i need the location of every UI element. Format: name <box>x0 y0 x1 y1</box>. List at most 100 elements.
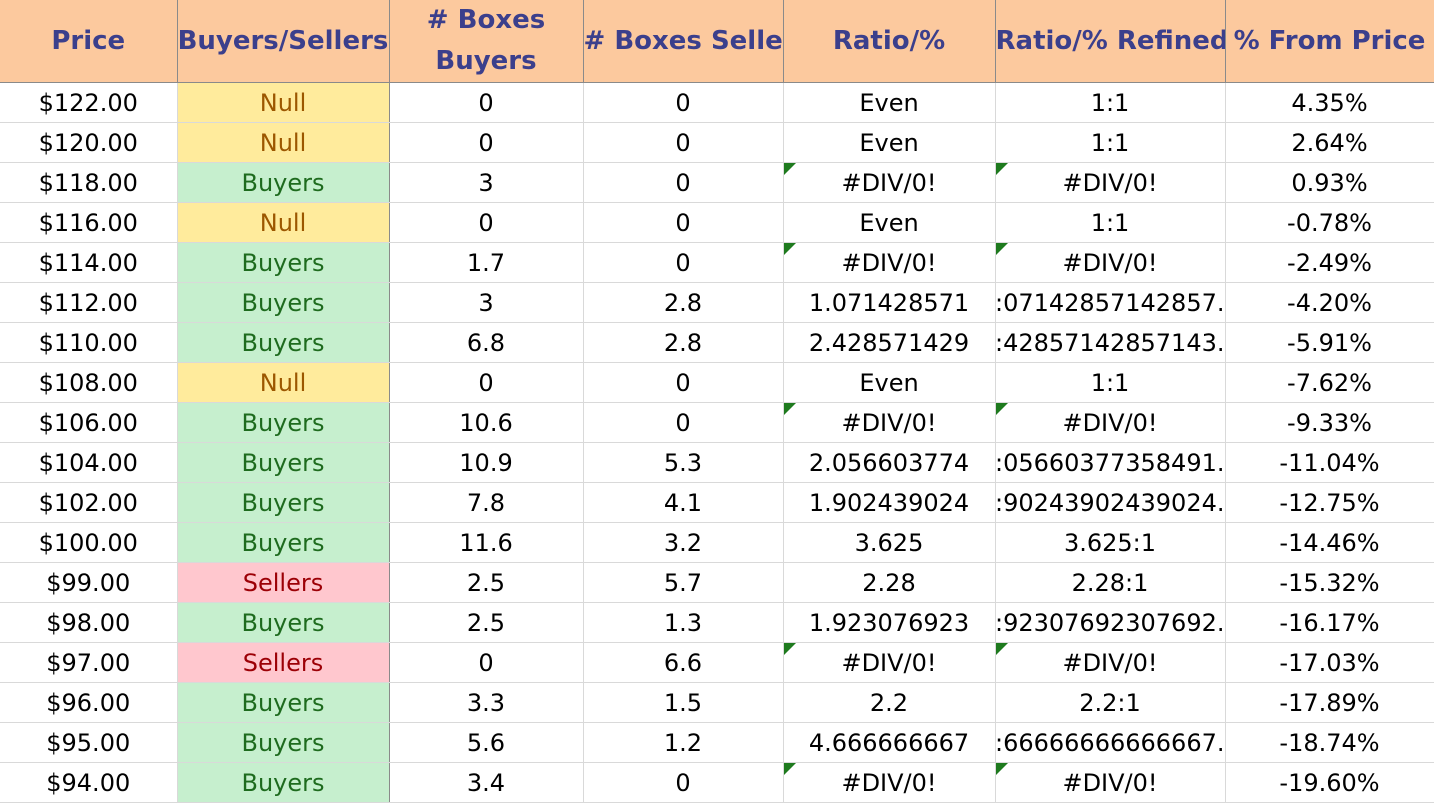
ratio-cell[interactable]: 2.28 <box>783 562 996 603</box>
pct-from-price-cell[interactable]: -4.20% <box>1225 282 1434 323</box>
boxes-buyers-cell[interactable]: 7.8 <box>389 482 584 523</box>
boxes-buyers-cell[interactable]: 11.6 <box>389 522 584 563</box>
ratio-cell[interactable]: 2.428571429 <box>783 322 996 363</box>
ratio-refined-cell[interactable]: 1:1 <box>995 202 1226 243</box>
ratio-cell[interactable]: #DIV/0! <box>783 762 996 803</box>
boxes-sellers-cell[interactable]: 0 <box>583 162 784 203</box>
ratio-refined-cell[interactable]: #DIV/0! <box>995 162 1226 203</box>
buyers-sellers-cell[interactable]: Buyers <box>176 322 390 363</box>
header-pct-from-price[interactable]: % From Price <box>1225 0 1434 83</box>
buyers-sellers-cell[interactable]: Null <box>176 122 390 163</box>
buyers-sellers-cell[interactable]: Sellers <box>176 642 390 683</box>
price-cell[interactable]: $112.00 <box>0 282 178 323</box>
ratio-cell[interactable]: 1.902439024 <box>783 482 996 523</box>
boxes-buyers-cell[interactable]: 0 <box>389 642 584 683</box>
price-cell[interactable]: $116.00 <box>0 202 178 243</box>
boxes-buyers-cell[interactable]: 0 <box>389 202 584 243</box>
boxes-buyers-cell[interactable]: 0 <box>389 82 584 123</box>
boxes-sellers-cell[interactable]: 1.2 <box>583 722 784 763</box>
ratio-refined-cell[interactable]: .66666666666667: <box>995 722 1226 763</box>
price-cell[interactable]: $96.00 <box>0 682 178 723</box>
ratio-cell[interactable]: 2.056603774 <box>783 442 996 483</box>
pct-from-price-cell[interactable]: -17.03% <box>1225 642 1434 683</box>
buyers-sellers-cell[interactable]: Buyers <box>176 442 390 483</box>
ratio-cell[interactable]: Even <box>783 202 996 243</box>
pct-from-price-cell[interactable]: 2.64% <box>1225 122 1434 163</box>
ratio-refined-cell[interactable]: #DIV/0! <box>995 762 1226 803</box>
price-cell[interactable]: $97.00 <box>0 642 178 683</box>
boxes-sellers-cell[interactable]: 3.2 <box>583 522 784 563</box>
ratio-refined-cell[interactable]: 1:1 <box>995 82 1226 123</box>
buyers-sellers-cell[interactable]: Buyers <box>176 402 390 443</box>
buyers-sellers-cell[interactable]: Null <box>176 202 390 243</box>
ratio-refined-cell[interactable]: 1:1 <box>995 122 1226 163</box>
price-cell[interactable]: $114.00 <box>0 242 178 283</box>
boxes-sellers-cell[interactable]: 0 <box>583 82 784 123</box>
ratio-cell[interactable]: 4.666666667 <box>783 722 996 763</box>
ratio-cell[interactable]: Even <box>783 122 996 163</box>
buyers-sellers-cell[interactable]: Buyers <box>176 682 390 723</box>
boxes-buyers-cell[interactable]: 2.5 <box>389 562 584 603</box>
price-cell[interactable]: $118.00 <box>0 162 178 203</box>
pct-from-price-cell[interactable]: -5.91% <box>1225 322 1434 363</box>
ratio-refined-cell[interactable]: 2.28:1 <box>995 562 1226 603</box>
pct-from-price-cell[interactable]: 0.93% <box>1225 162 1434 203</box>
price-cell[interactable]: $98.00 <box>0 602 178 643</box>
buyers-sellers-cell[interactable]: Buyers <box>176 762 390 803</box>
boxes-buyers-cell[interactable]: 2.5 <box>389 602 584 643</box>
buyers-sellers-cell[interactable]: Buyers <box>176 722 390 763</box>
price-cell[interactable]: $120.00 <box>0 122 178 163</box>
buyers-sellers-cell[interactable]: Null <box>176 362 390 403</box>
pct-from-price-cell[interactable]: -11.04% <box>1225 442 1434 483</box>
ratio-refined-cell[interactable]: .90243902439024: <box>995 482 1226 523</box>
ratio-refined-cell[interactable]: #DIV/0! <box>995 642 1226 683</box>
boxes-buyers-cell[interactable]: 10.9 <box>389 442 584 483</box>
pct-from-price-cell[interactable]: -15.32% <box>1225 562 1434 603</box>
price-cell[interactable]: $102.00 <box>0 482 178 523</box>
header-price[interactable]: Price <box>0 0 178 83</box>
boxes-buyers-cell[interactable]: 3.4 <box>389 762 584 803</box>
header-ratio-refined[interactable]: Ratio/% Refined <box>995 0 1226 83</box>
boxes-sellers-cell[interactable]: 0 <box>583 362 784 403</box>
boxes-sellers-cell[interactable]: 0 <box>583 122 784 163</box>
pct-from-price-cell[interactable]: -2.49% <box>1225 242 1434 283</box>
boxes-buyers-cell[interactable]: 1.7 <box>389 242 584 283</box>
buyers-sellers-cell[interactable]: Buyers <box>176 602 390 643</box>
boxes-sellers-cell[interactable]: 1.3 <box>583 602 784 643</box>
pct-from-price-cell[interactable]: -12.75% <box>1225 482 1434 523</box>
pct-from-price-cell[interactable]: -16.17% <box>1225 602 1434 643</box>
pct-from-price-cell[interactable]: -19.60% <box>1225 762 1434 803</box>
boxes-buyers-cell[interactable]: 6.8 <box>389 322 584 363</box>
ratio-refined-cell[interactable]: 2.2:1 <box>995 682 1226 723</box>
boxes-sellers-cell[interactable]: 2.8 <box>583 322 784 363</box>
ratio-cell[interactable]: #DIV/0! <box>783 242 996 283</box>
ratio-cell[interactable]: #DIV/0! <box>783 642 996 683</box>
pct-from-price-cell[interactable]: -0.78% <box>1225 202 1434 243</box>
price-cell[interactable]: $99.00 <box>0 562 178 603</box>
boxes-buyers-cell[interactable]: 0 <box>389 362 584 403</box>
buyers-sellers-cell[interactable]: Null <box>176 82 390 123</box>
ratio-refined-cell[interactable]: #DIV/0! <box>995 242 1226 283</box>
price-cell[interactable]: $110.00 <box>0 322 178 363</box>
boxes-sellers-cell[interactable]: 5.7 <box>583 562 784 603</box>
ratio-refined-cell[interactable]: .42857142857143: <box>995 322 1226 363</box>
ratio-cell[interactable]: #DIV/0! <box>783 162 996 203</box>
boxes-sellers-cell[interactable]: 4.1 <box>583 482 784 523</box>
ratio-refined-cell[interactable]: .05660377358491: <box>995 442 1226 483</box>
boxes-sellers-cell[interactable]: 6.6 <box>583 642 784 683</box>
ratio-cell[interactable]: Even <box>783 82 996 123</box>
boxes-buyers-cell[interactable]: 3.3 <box>389 682 584 723</box>
boxes-buyers-cell[interactable]: 3 <box>389 162 584 203</box>
pct-from-price-cell[interactable]: -7.62% <box>1225 362 1434 403</box>
price-cell[interactable]: $106.00 <box>0 402 178 443</box>
boxes-sellers-cell[interactable]: 2.8 <box>583 282 784 323</box>
price-cell[interactable]: $94.00 <box>0 762 178 803</box>
boxes-buyers-cell[interactable]: 0 <box>389 122 584 163</box>
boxes-sellers-cell[interactable]: 0 <box>583 202 784 243</box>
boxes-sellers-cell[interactable]: 0 <box>583 762 784 803</box>
ratio-cell[interactable]: 1.071428571 <box>783 282 996 323</box>
buyers-sellers-cell[interactable]: Sellers <box>176 562 390 603</box>
ratio-refined-cell[interactable]: #DIV/0! <box>995 402 1226 443</box>
ratio-refined-cell[interactable]: 3.625:1 <box>995 522 1226 563</box>
price-cell[interactable]: $104.00 <box>0 442 178 483</box>
